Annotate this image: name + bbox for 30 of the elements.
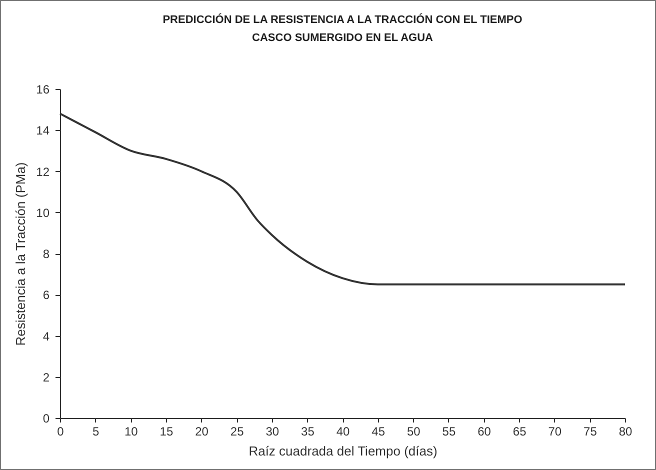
y-axis-title: Resistencia a la Tracción (PMa) bbox=[13, 162, 28, 346]
y-tick-label: 10 bbox=[36, 206, 50, 220]
y-tick-label: 8 bbox=[42, 247, 50, 261]
x-tick-label: 35 bbox=[301, 424, 315, 438]
y-tick-label: 14 bbox=[36, 124, 50, 138]
x-tick-label: 30 bbox=[266, 424, 280, 438]
x-tick-label: 25 bbox=[230, 424, 244, 438]
text: PREDICCIÓN DE LA RESISTENCIA A LA TRACCIÓN CON EL TIEMPO bbox=[162, 14, 522, 26]
y-tick-label: 4 bbox=[42, 329, 50, 344]
x-tick-label: 70 bbox=[548, 424, 562, 438]
y-tick-label: 12 bbox=[36, 164, 50, 179]
x-tick-label: 20 bbox=[195, 424, 209, 438]
text: CASCO SUMERGIDO EN EL AGUA bbox=[252, 32, 433, 44]
x-tick-label: 0 bbox=[57, 424, 64, 438]
x-tick-label: 65 bbox=[512, 424, 527, 438]
y-tick-label: 0 bbox=[42, 412, 50, 426]
x-axis-title: Raíz cuadrada del Tiempo (días) bbox=[248, 444, 438, 458]
x-tick-label: 45 bbox=[372, 424, 386, 438]
x-tick-label: 75 bbox=[584, 424, 598, 438]
x-tick-label: 5 bbox=[92, 424, 100, 438]
y-tick-label: 16 bbox=[36, 82, 50, 96]
x-tick-label: 50 bbox=[406, 424, 421, 438]
x-tick-label: 40 bbox=[336, 424, 350, 438]
y-tick-label: 6 bbox=[42, 288, 50, 302]
x-tick-label: 15 bbox=[160, 424, 174, 438]
x-tick-label: 80 bbox=[618, 424, 632, 438]
x-tick-label: 55 bbox=[442, 424, 456, 438]
x-tick-label: 60 bbox=[478, 424, 492, 438]
y-tick-label: 2 bbox=[42, 370, 50, 384]
x-tick-label: 10 bbox=[124, 424, 138, 438]
